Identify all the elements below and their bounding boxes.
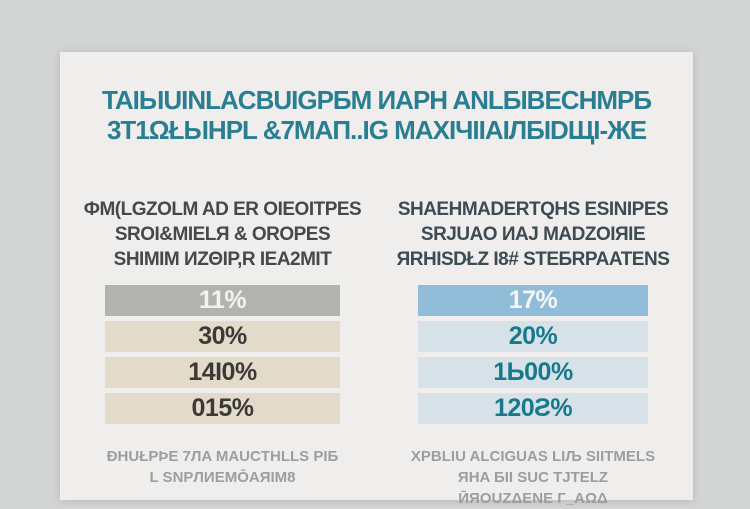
infographic-card: TAIЫUINLACBUIGPБM ИAPH ANLБIBECHMPБ 3T1Ω… xyxy=(60,52,693,507)
column-left: ФM(LGZOLM AD ER OIEOITPES SROI&MIELЯ & O… xyxy=(84,197,362,488)
header-line: ФM(LGZOLM AD ER OIEOITPES xyxy=(83,199,362,220)
title-line-1: TAIЫUINLACBUIGPБM ИAPH ANLБIBECHMPБ xyxy=(101,85,652,115)
footer-note: L SNPЛИEMŌAЯIM8 xyxy=(149,469,296,486)
stat-row: 20% xyxy=(418,321,648,352)
column-left-header: ФM(LGZOLM AD ER OIEOITPES SROI&MIELЯ & O… xyxy=(83,197,362,272)
header-line: ЯRHISDŁZ I8# STEБRPAATENS xyxy=(396,249,670,270)
page-title: TAIЫUINLACBUIGPБM ИAPH ANLБIBECHMPБ 3T1Ω… xyxy=(60,85,693,145)
footer-note: ЯHA БII SUC TJTELZ xyxy=(457,469,609,486)
stat-row: 1Ь00% xyxy=(418,357,648,388)
header-line: SRJUAO ИAJ MADZOIЯIE xyxy=(420,224,646,245)
column-right: SHAEHMADERTQHS ESINIPES SRJUAO ИAJ MADZO… xyxy=(397,197,670,509)
footer-note: XPBLIU ALCIGUAS LIЉ SIITMELS xyxy=(410,448,656,465)
header-line: SHIMIM ИZΘIP,R IEA2MIT xyxy=(113,249,332,270)
header-line: SHAEHMADERTQHS ESINIPES xyxy=(397,199,669,220)
column-left-rows: 11% 30% 14I0% 015% xyxy=(105,285,340,424)
stat-row: 11% xyxy=(105,285,340,316)
column-right-header: SHAEHMADERTQHS ESINIPES SRJUAO ИAJ MADZO… xyxy=(397,197,670,272)
stat-row: 17% xyxy=(418,285,648,316)
stat-row: 120Ƨ% xyxy=(418,393,648,424)
stat-row: 14I0% xyxy=(105,357,340,388)
stat-row: 015% xyxy=(105,393,340,424)
column-left-footer: ÐHUŁPÞE 7ЛA MAUCTHLLS PIБ L SNPЛИEMŌAЯIM… xyxy=(107,446,339,488)
header-line: SROI&MIELЯ & OROPES xyxy=(114,224,331,245)
footer-note: ÐHUŁPÞE 7ЛA MAUCTHLLS PIБ xyxy=(106,448,339,465)
footer-note: ӢЯOUZΔENE Г_AΩΔ xyxy=(458,490,608,507)
title-line-2: 3T1ΩŁЫHPL &7MAП..IG MAXIЧIIAIЛБIDЩI-ЖЕ xyxy=(106,115,647,145)
column-right-rows: 17% 20% 1Ь00% 120Ƨ% xyxy=(418,285,648,424)
stat-row: 30% xyxy=(105,321,340,352)
